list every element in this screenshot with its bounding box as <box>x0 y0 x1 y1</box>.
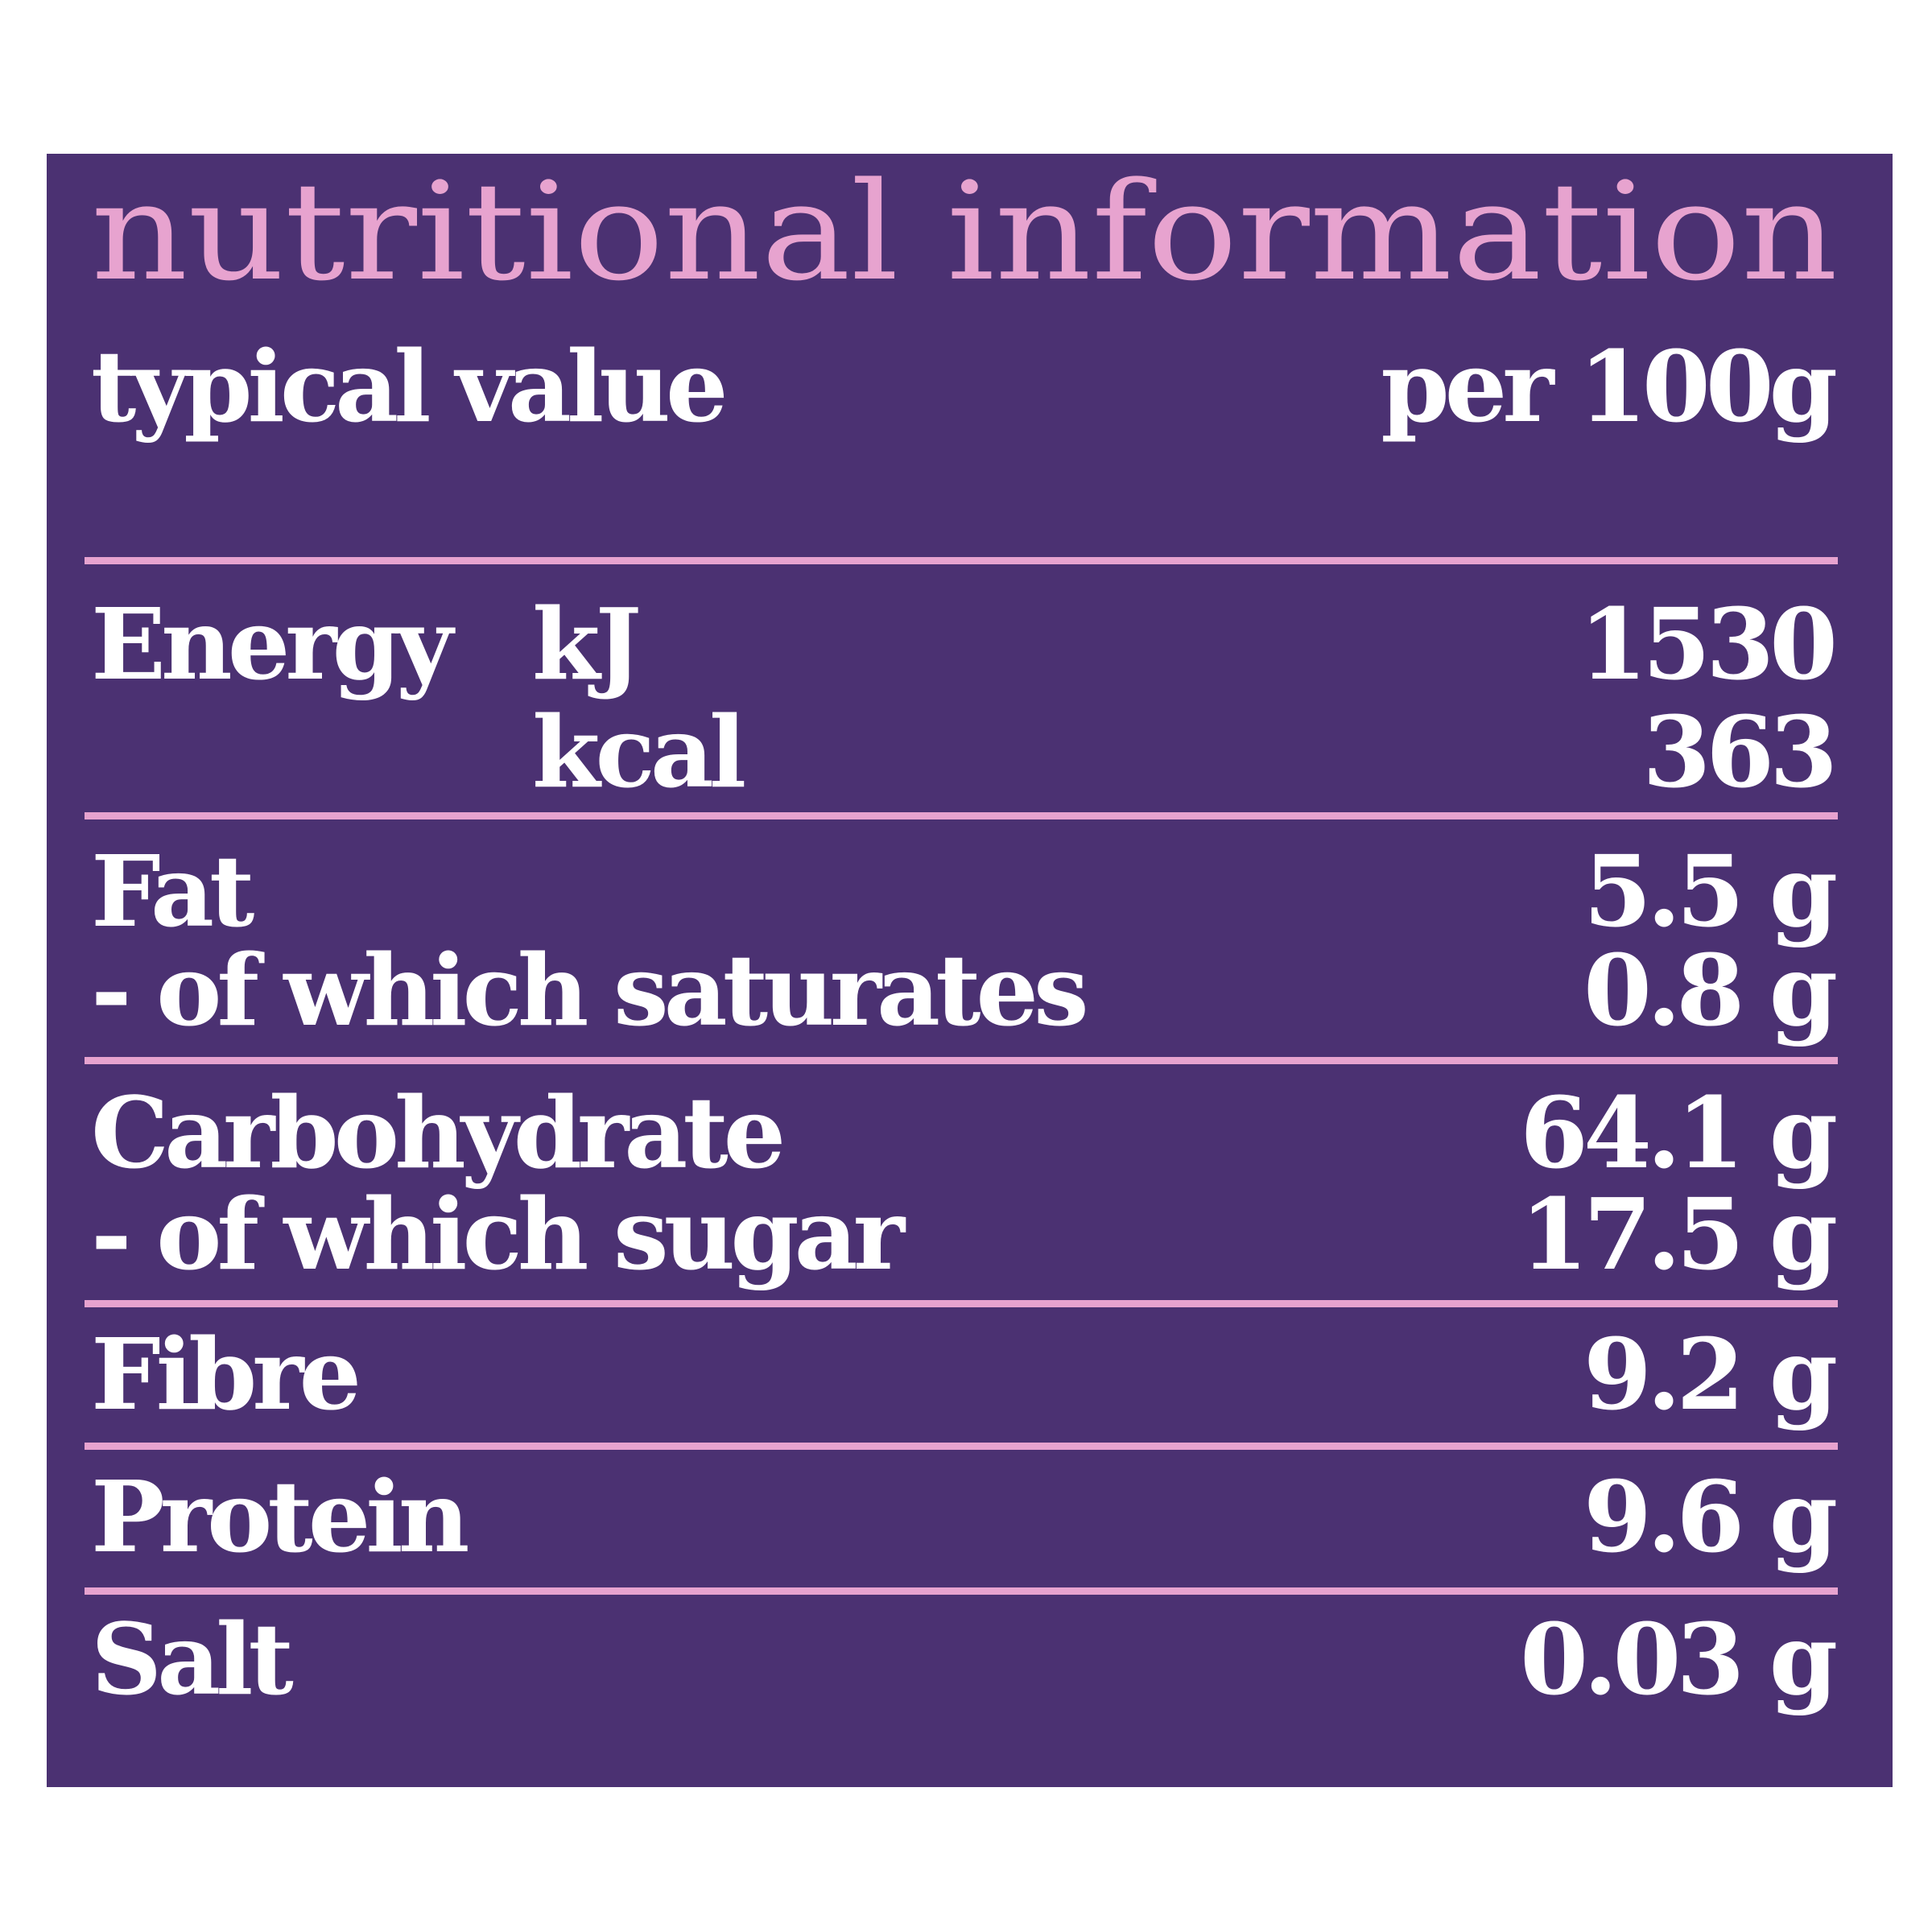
separator <box>85 1057 1838 1064</box>
nutrient-label: - of which saturates <box>91 932 1085 1048</box>
unit-label: kJ <box>532 586 639 702</box>
nutrient-label: Salt <box>91 1601 294 1717</box>
column-left-heading: typical value <box>91 328 724 444</box>
panel-background <box>47 154 1893 1787</box>
nutrient-value: 17.5 g <box>1520 1176 1836 1292</box>
nutrient-value: 9.6 g <box>1583 1459 1836 1575</box>
title: nutritional information <box>91 153 1838 311</box>
nutrient-label: Fat <box>91 833 254 949</box>
nutrient-value: 9.2 g <box>1583 1316 1836 1432</box>
nutrient-value: 0.03 g <box>1520 1601 1836 1717</box>
nutrient-value: 363 <box>1642 694 1833 810</box>
nutrient-label: - of which sugar <box>91 1176 906 1292</box>
nutrient-value: 64.1 g <box>1520 1075 1836 1191</box>
nutrient-label: Fibre <box>91 1316 358 1432</box>
separator <box>85 812 1838 819</box>
unit-label: kcal <box>532 694 745 810</box>
nutrient-label: Energy <box>91 586 456 702</box>
nutrient-value: 5.5 g <box>1583 833 1836 949</box>
nutrient-value: 1530 <box>1579 586 1834 702</box>
nutrient-label: Carbohydrate <box>91 1075 782 1191</box>
separator <box>85 1587 1838 1595</box>
nutrient-value: 0.8 g <box>1583 932 1836 1048</box>
nutrient-label: Protein <box>91 1459 468 1575</box>
separator <box>85 1443 1838 1450</box>
separator <box>85 557 1838 564</box>
column-right-heading: per 100g <box>1381 328 1835 444</box>
separator <box>85 1300 1838 1307</box>
